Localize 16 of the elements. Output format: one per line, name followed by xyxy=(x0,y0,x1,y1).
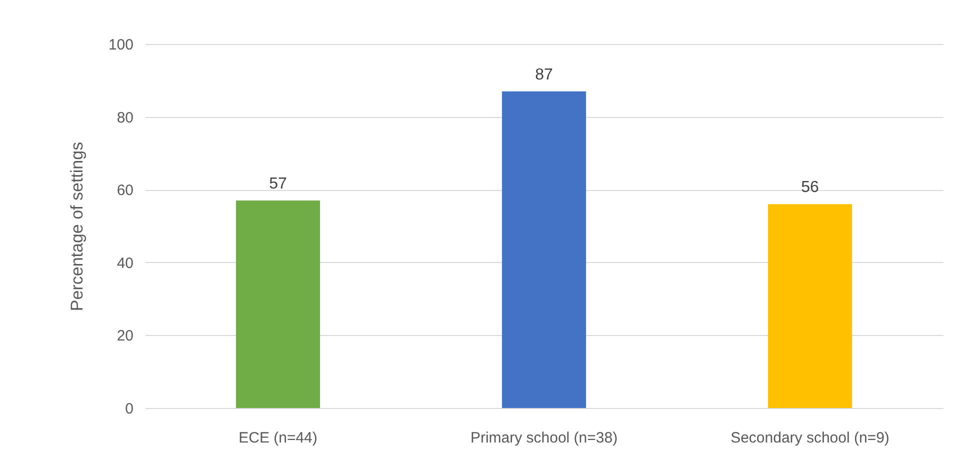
y-tick-label: 80 xyxy=(116,109,134,126)
y-tick-label: 0 xyxy=(125,400,134,418)
bar xyxy=(768,204,852,408)
y-tick-label: 40 xyxy=(116,254,134,272)
y-tick-label: 100 xyxy=(108,36,134,54)
bar xyxy=(502,91,586,408)
x-tick-label: Secondary school (n=9) xyxy=(730,430,890,446)
data-label: 87 xyxy=(535,66,553,84)
y-tick-label: 20 xyxy=(116,328,134,345)
x-tick-label: Primary school (n=38) xyxy=(470,430,618,446)
data-label: 56 xyxy=(801,179,819,196)
data-label: 57 xyxy=(269,176,287,193)
y-tick-label: 60 xyxy=(116,182,134,200)
bar xyxy=(236,200,320,408)
y-axis-title: Percentage of settings xyxy=(67,142,86,312)
x-tick-label: ECE (n=44) xyxy=(238,430,318,446)
